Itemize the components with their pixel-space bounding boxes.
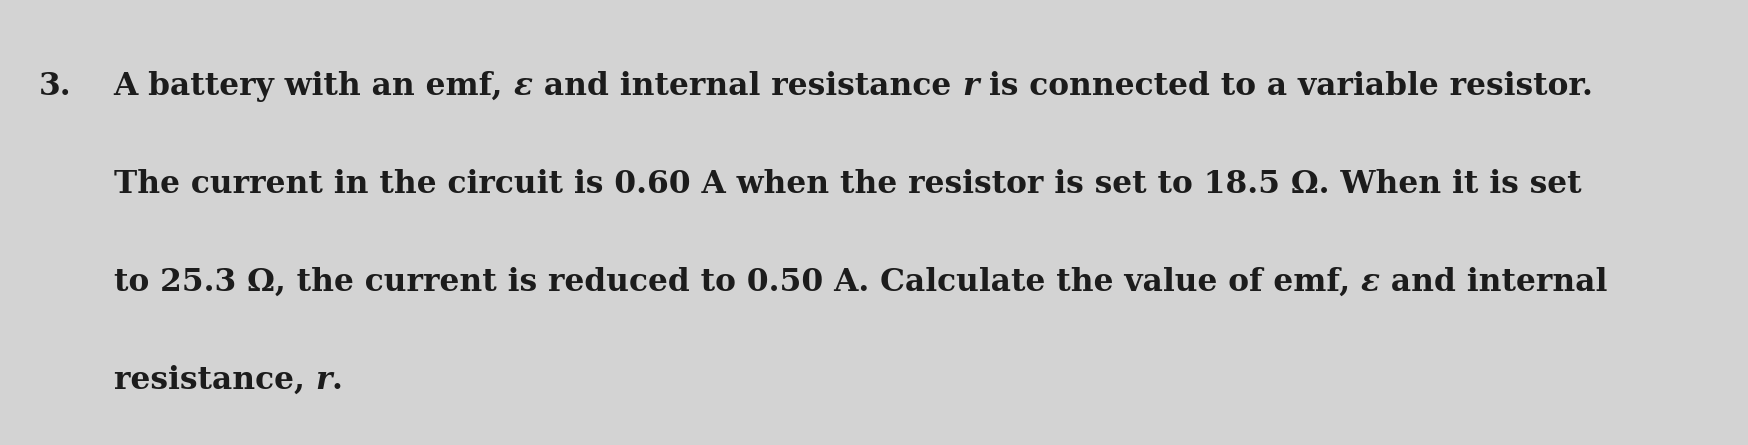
Text: ε: ε (514, 71, 533, 102)
Text: is connected to a variable resistor.: is connected to a variable resistor. (979, 71, 1594, 102)
Text: to 25.3 Ω, the current is reduced to 0.50 A. Calculate the value of emf,: to 25.3 Ω, the current is reduced to 0.5… (114, 267, 1360, 298)
Text: and internal: and internal (1379, 267, 1606, 298)
Text: The current in the circuit is 0.60 A when the resistor is set to 18.5 Ω. When it: The current in the circuit is 0.60 A whe… (114, 169, 1582, 200)
Text: r: r (961, 71, 979, 102)
Text: resistance,: resistance, (114, 365, 315, 396)
Text: 3.: 3. (38, 71, 72, 102)
Text: A battery with an emf,: A battery with an emf, (114, 71, 514, 102)
Text: r: r (315, 365, 332, 396)
Text: .: . (332, 365, 343, 396)
Text: ε: ε (1360, 267, 1379, 298)
Text: and internal resistance: and internal resistance (533, 71, 961, 102)
